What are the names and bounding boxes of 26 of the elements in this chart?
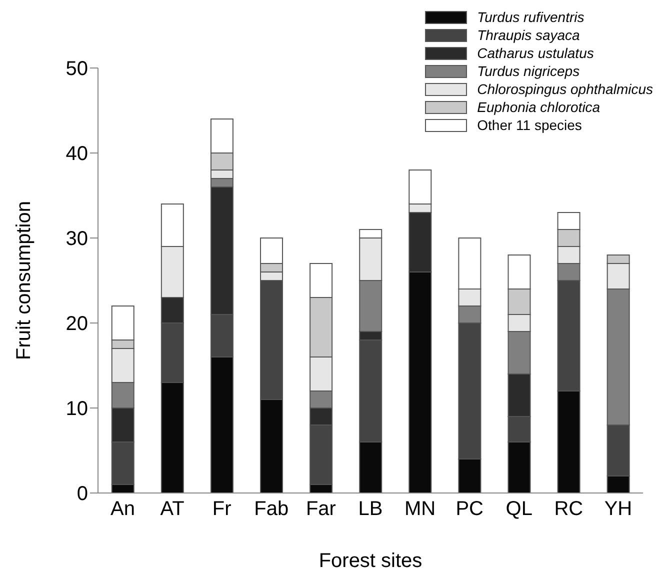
x-tick-label: An <box>110 498 136 520</box>
x-tick-label: YH <box>604 498 632 520</box>
legend-label: Other 11 species <box>477 117 582 133</box>
x-tick-label: PC <box>456 498 484 520</box>
x-axis-title: Forest sites <box>318 550 422 572</box>
legend-label: Thraupis sayaca <box>477 27 580 43</box>
legend-label: Turdus rufiventris <box>477 9 584 25</box>
y-tick-label: 0 <box>76 483 88 506</box>
y-tick-label: 20 <box>66 313 88 336</box>
legend-label: Euphonia chlorotica <box>477 99 600 115</box>
x-tick-label: Far <box>306 498 336 520</box>
x-tick-label: AT <box>160 498 184 520</box>
y-tick-label: 50 <box>66 58 88 80</box>
legend-label: Turdus nigriceps <box>477 63 580 79</box>
x-tick-label: LB <box>358 498 383 520</box>
x-tick-label: Fr <box>212 498 232 520</box>
x-tick-label: MN <box>404 498 436 520</box>
y-axis-title: Fruit consumption <box>13 201 36 360</box>
x-tick-label: Fab <box>254 498 289 520</box>
y-tick-label: 30 <box>66 228 88 250</box>
y-tick-label: 10 <box>66 398 88 420</box>
legend-label: Chlorospingus ophthalmicus <box>477 81 653 97</box>
legend-label: Catharus ustulatus <box>477 45 594 61</box>
x-tick-label: RC <box>554 498 584 520</box>
x-tick-label: QL <box>506 498 532 520</box>
y-tick-label: 40 <box>66 143 88 166</box>
